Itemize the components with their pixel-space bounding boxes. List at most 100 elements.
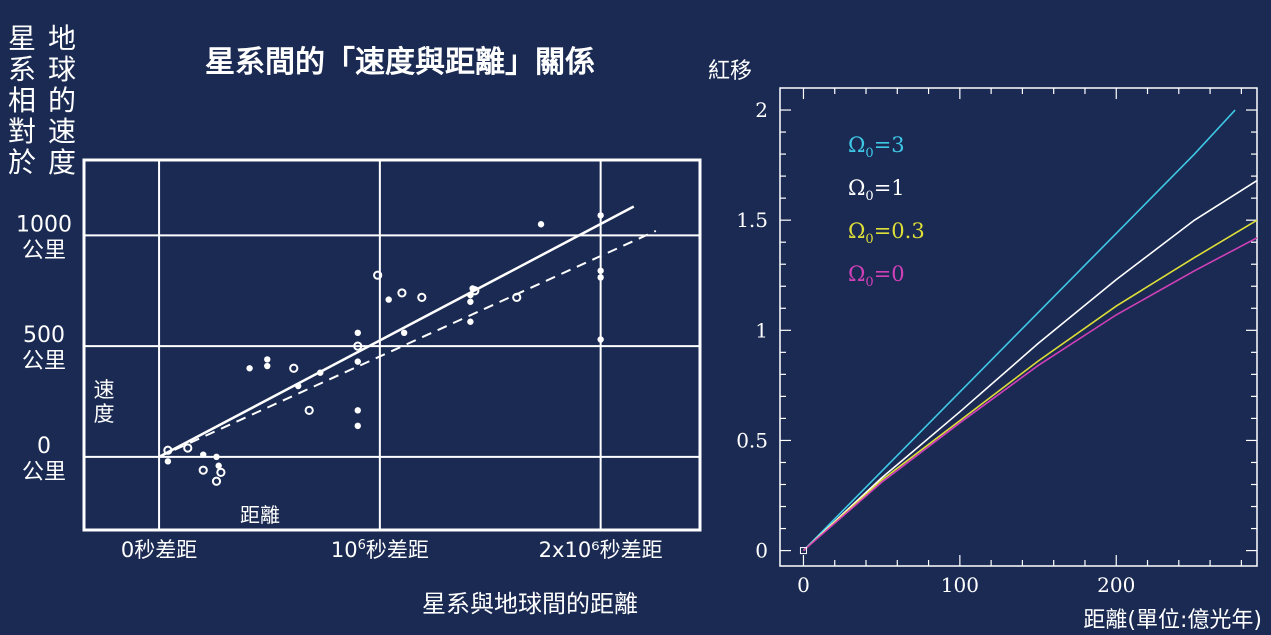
series-line [802,109,1236,552]
data-point-filled [467,298,474,305]
legend-entry: Ω0=1 [848,176,905,204]
data-point-filled [317,369,324,376]
data-point-open [183,443,193,453]
x-tick-label: 200 [1097,573,1135,597]
legend-value: =0.3 [874,219,925,243]
data-point-filled [215,462,222,469]
x-tick-base: 10 [331,538,358,562]
y-tick-label: 0.5 [736,428,768,452]
data-point-open [216,467,226,477]
data-point-filled [264,362,271,370]
data-point-open [304,405,314,415]
data-point-filled [597,267,604,274]
series-line [802,179,1258,552]
y-label-char: 地 [48,22,76,55]
y-tick-unit: 公里 [22,460,66,485]
y-label-char: 星 [8,22,36,55]
series-line [802,237,1258,552]
legend-value: =3 [874,133,905,157]
chart-title: 星系間的「速度與距離」關係 [205,45,595,80]
x-tick-label: 106秒差距 [331,538,429,562]
data-point-open [163,445,173,455]
legend-symbol: Ω [848,219,865,243]
y-label-char: 系 [8,53,36,86]
x-tick-label: 100 [941,573,979,597]
origin-marker [799,547,807,555]
legend-entry: Ω0=0 [848,262,905,290]
data-point-filled [354,422,361,430]
fit-line-solid [158,205,635,458]
x-tick-label: 0秒差距 [121,538,197,562]
y-label-char: 於 [8,146,36,179]
y-tick-label: 500 [23,323,65,348]
data-point-filled [294,382,302,390]
y-label-char: 相 [8,84,36,117]
y-label-char: 的 [48,84,76,117]
y-tick-unit: 公里 [22,238,66,263]
data-points [163,212,604,486]
y-tick-labels: 0 0.5 1 1.5 2 [736,98,768,563]
y-label-char: 對 [8,115,36,148]
y-tick-label: 1.5 [736,208,768,232]
data-point-filled [597,336,604,343]
data-point-open [211,476,222,486]
data-point-open [470,286,480,296]
plot-frame [779,87,1258,567]
x-tick-label: 0 [797,573,810,597]
y-axis-label: 紅移 [708,59,752,84]
y-tick-label: 0 [755,539,768,563]
data-point-filled [537,221,545,228]
data-point-filled [200,451,207,458]
inner-distance-label: 距離 [240,503,280,527]
data-point-open [417,292,427,302]
data-point-filled [400,329,408,337]
fit-lines [158,205,657,458]
x-tick-labels: 0秒差距 106秒差距 2x10⁶秒差距 [121,538,663,562]
data-point-open [198,465,208,475]
data-point-open [397,288,407,298]
legend-symbol: Ω [848,262,865,286]
legend-subscript: 0 [865,232,873,247]
data-point-open [353,341,363,351]
legend: Ω0=3Ω0=1Ω0=0.3Ω0=0 [848,133,925,290]
data-point-filled [213,453,220,461]
x-tick-sup: 6 [358,538,366,553]
data-point-filled [164,458,172,465]
data-point-filled [354,358,361,365]
data-point-filled [385,296,392,303]
data-point-filled [597,212,604,219]
x-tick-tail: 秒差距 [366,538,429,562]
legend-subscript: 0 [865,146,873,161]
x-tick-label: 2x10⁶秒差距 [539,538,663,562]
inner-speed-char: 速 [94,378,115,402]
x-axis-label: 距離(單位:億光年) [1083,608,1262,633]
x-axis-label: 星系與地球間的距離 [422,590,638,618]
legend-entry: Ω0=0.3 [848,219,925,247]
data-point-filled [354,407,361,414]
grid-lines [84,160,700,530]
inner-speed-label: 速度 [94,378,115,426]
y-label-char: 度 [48,146,76,179]
x-tick-labels: 0 100 200 [797,573,1135,597]
data-point-open [289,363,299,373]
y-tick-label: 1000 [16,212,72,237]
y-tick-label: 1 [755,318,768,342]
legend-subscript: 0 [865,275,873,290]
legend-value: =1 [874,176,905,200]
y-label-char: 球 [48,53,76,86]
tick-marks [780,88,1257,566]
y-label-char: 速 [48,115,76,148]
series-lines [799,109,1258,555]
legend-symbol: Ω [848,176,865,200]
data-point-filled [354,329,361,337]
data-point-filled [467,318,474,325]
legend-value: =0 [874,262,905,286]
right-redshift-chart: 紅移 00.511.52 0 100 200 Ω0=3Ω0=1Ω0=0.3Ω0=0 … [708,59,1262,633]
data-point-open [512,292,522,302]
legend-subscript: 0 [865,189,873,204]
y-tick-label: 2 [755,98,768,122]
